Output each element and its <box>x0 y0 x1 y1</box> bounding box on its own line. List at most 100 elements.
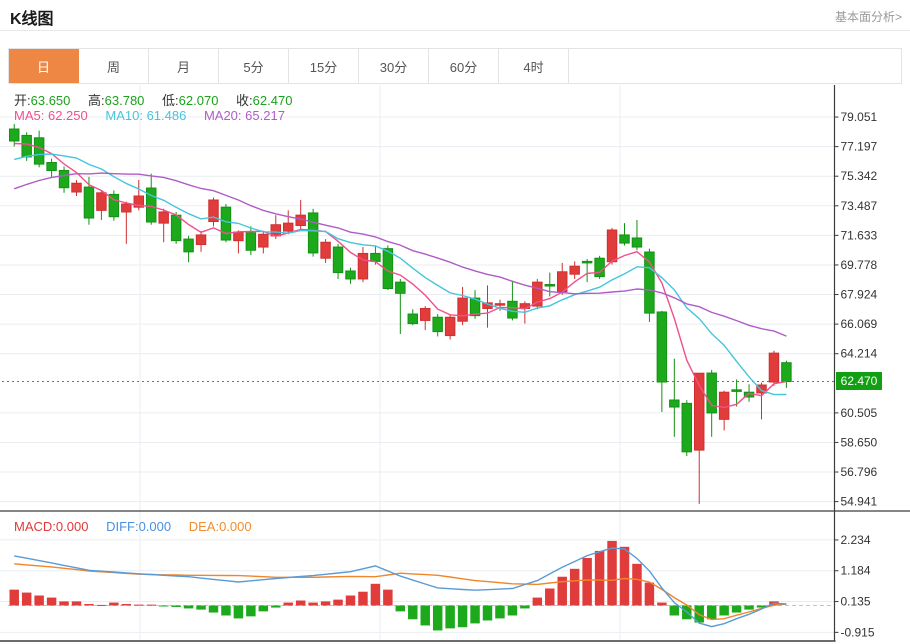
low-label: 低: <box>162 93 179 108</box>
fundamental-analysis-link[interactable]: 基本面分析> <box>834 10 902 24</box>
k-axis-tick-label: 75.342 <box>841 169 878 183</box>
tab-30min[interactable]: 30分 <box>359 49 429 83</box>
tab-15min[interactable]: 15分 <box>289 49 359 83</box>
macd-histogram-bar <box>271 605 281 608</box>
tab-60min[interactable]: 60分 <box>429 49 499 83</box>
candle-body <box>656 311 668 383</box>
macd-histogram-bar <box>457 605 468 628</box>
macd-histogram-bar <box>196 605 206 610</box>
candle-body <box>382 248 394 290</box>
candle-body <box>220 206 232 241</box>
candle-body <box>407 313 419 325</box>
ma-readout: MA5: 62.250 MA10: 61.486 MA20: 65.217 <box>14 108 299 123</box>
candle-body <box>345 270 356 280</box>
open-label: 开: <box>14 93 31 108</box>
k-axis-tick-label: 56.796 <box>841 465 878 479</box>
k-axis-tick-label: 69.778 <box>841 258 878 272</box>
macd-histogram-bar <box>482 605 493 621</box>
candle-body <box>395 281 406 294</box>
candle-body <box>731 389 742 392</box>
macd-histogram-bar <box>333 599 343 606</box>
macd-histogram-bar <box>358 591 368 606</box>
ma20-value: 65.217 <box>245 108 285 123</box>
candle-body <box>507 300 518 319</box>
candle-body <box>619 234 630 244</box>
tab-day[interactable]: 日 <box>9 49 79 83</box>
ma10-label: MA10: <box>105 108 143 123</box>
candle-body <box>544 284 556 287</box>
ma20-label: MA20: <box>203 108 242 123</box>
k-axis-tick-label: 64.214 <box>841 347 878 361</box>
candle-body <box>145 187 157 223</box>
k-axis-tick-label: 71.633 <box>841 228 878 242</box>
candle-body <box>133 195 145 208</box>
macd-histogram-bar <box>71 601 82 606</box>
candle-body <box>170 214 182 242</box>
macd-histogram-bar <box>146 604 156 606</box>
macd-histogram-bar <box>258 605 269 612</box>
ma10-line <box>14 153 787 396</box>
macd-histogram-bar <box>395 605 406 612</box>
macd-histogram-bar <box>308 602 318 606</box>
ma20-line <box>13 172 787 337</box>
ma5-line <box>14 142 787 409</box>
k-axis-tick-label: 60.505 <box>841 406 878 420</box>
tab-4hour[interactable]: 4时 <box>499 49 569 83</box>
candle-body <box>370 252 381 262</box>
ma10-value: 61.486 <box>146 108 187 123</box>
macd-histogram-bar <box>582 557 592 606</box>
macd-histogram-bar <box>246 605 256 617</box>
macd-histogram-bar <box>657 602 667 606</box>
candle-body <box>457 297 468 322</box>
candle-body <box>718 391 730 420</box>
macd-histogram-bar <box>557 576 567 606</box>
macd-axis-tick-label: 2.234 <box>841 533 871 547</box>
macd-histogram-bar <box>383 589 393 606</box>
macd-histogram-bar <box>283 602 293 606</box>
candle-body <box>121 203 132 213</box>
tab-week[interactable]: 周 <box>79 49 149 83</box>
tab-5min[interactable]: 5分 <box>219 49 289 83</box>
macd-histogram-bar <box>719 605 729 616</box>
candle-body <box>756 384 767 394</box>
macd-histogram-bar <box>445 605 455 629</box>
ohlc-readout: 开:63.650 高:63.780 低:62.070 收:62.470 <box>14 90 306 109</box>
k-axis-tick-label: 73.487 <box>841 199 878 213</box>
candle-body <box>693 372 705 451</box>
macd-histogram-bar <box>183 605 194 609</box>
candle-body <box>581 260 593 264</box>
macd-axis-tick-label: 1.184 <box>841 564 871 578</box>
candle-body <box>320 241 331 259</box>
macd-histogram-bar <box>756 605 767 608</box>
macd-histogram-bar <box>569 568 580 606</box>
macd-histogram-bar <box>121 604 132 606</box>
diff-label: DIFF: <box>106 519 139 534</box>
dea-value: 0.000 <box>219 519 252 534</box>
macd-axis-tick-label: 0.135 <box>841 595 871 609</box>
timeframe-tabs: 日 周 月 5分 15分 30分 60分 4时 <box>8 48 902 84</box>
tab-month[interactable]: 月 <box>149 49 219 83</box>
k-axis-tick-label: 77.197 <box>841 140 878 154</box>
macd-histogram-bar <box>171 605 181 607</box>
diff-value: 0.000 <box>138 519 172 534</box>
macd-histogram-bar <box>21 592 32 606</box>
macd-histogram-bar <box>320 601 331 606</box>
candle-body <box>282 222 294 232</box>
k-axis-tick-label: 58.650 <box>841 435 878 449</box>
macd-histogram-bar <box>221 605 231 616</box>
macd-histogram-bar <box>432 605 443 631</box>
macd-histogram-bar <box>109 602 119 606</box>
candle-body <box>768 352 780 383</box>
candle-body <box>71 182 82 193</box>
candle-body <box>706 372 717 414</box>
macd-histogram-bar <box>134 604 144 606</box>
ma5-label: MA5: <box>14 108 45 123</box>
candle-body <box>569 265 580 275</box>
header: K线图 基本面分析> <box>0 0 910 31</box>
candle-body <box>83 186 95 219</box>
macd-histogram-bar <box>34 595 44 606</box>
macd-histogram-bar <box>408 605 418 620</box>
candle-body <box>258 233 269 248</box>
candle-body <box>21 134 32 158</box>
